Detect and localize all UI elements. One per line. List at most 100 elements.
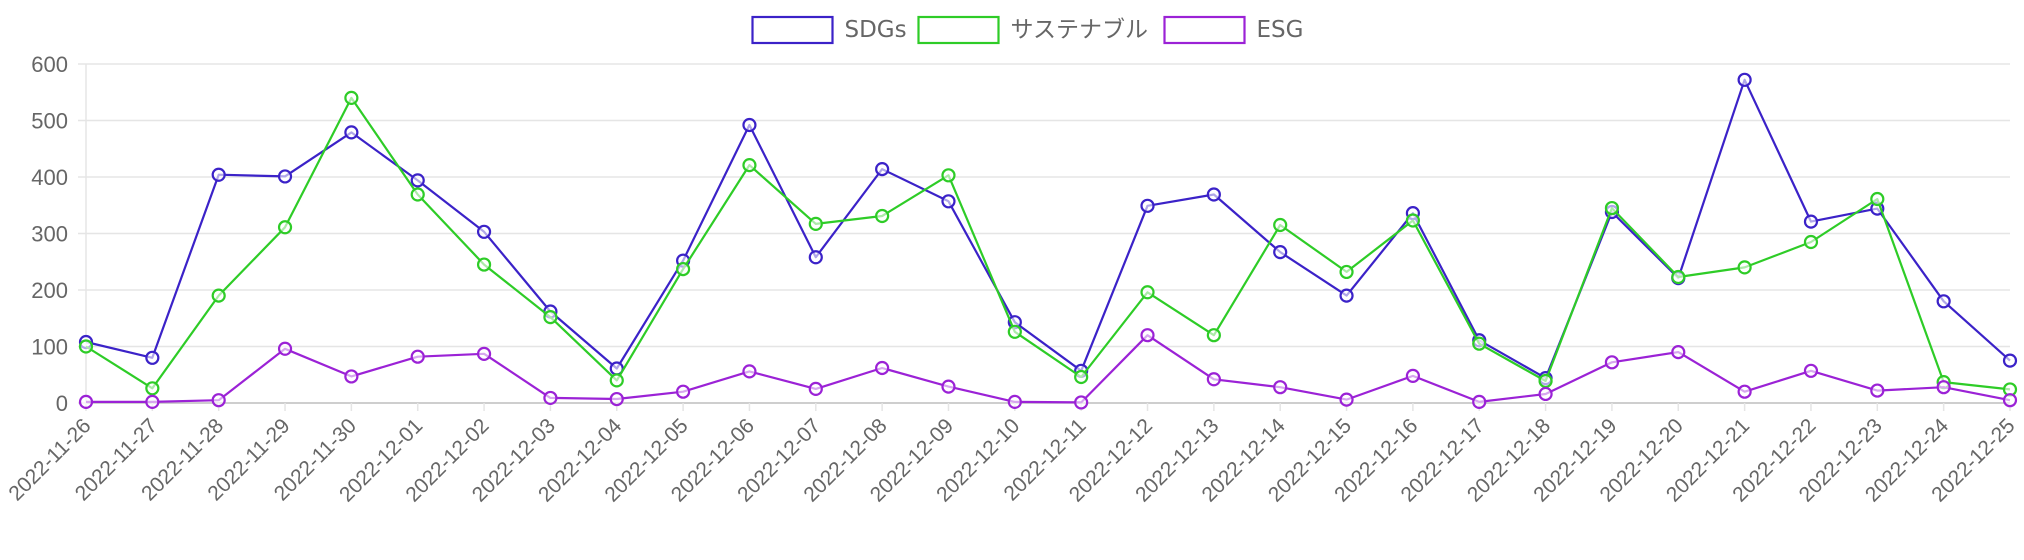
data-point[interactable] [1140,198,1155,213]
data-point[interactable] [1803,234,1819,250]
data-point[interactable] [78,394,94,409]
data-point[interactable] [1472,394,1487,409]
data-point[interactable] [1870,191,1885,207]
data-point[interactable] [1870,383,1885,398]
data-point[interactable] [410,173,425,188]
data-point[interactable] [211,167,226,182]
data-point[interactable] [1273,380,1288,395]
data-point[interactable] [1007,324,1022,339]
data-point[interactable] [1140,285,1155,300]
data-point[interactable] [676,384,691,399]
data-point[interactable] [1405,213,1420,228]
legend[interactable]: SDGs サステナブル ESG [751,15,1304,45]
data-point[interactable] [1206,372,1221,387]
data-point[interactable] [875,208,890,224]
data-point[interactable] [1206,328,1221,343]
data-point[interactable] [742,117,757,133]
data-point[interactable] [277,220,293,235]
data-point[interactable] [875,360,890,376]
legend-swatch [1163,15,1246,45]
data-point[interactable] [1538,386,1553,402]
data-point[interactable] [609,391,624,407]
data-point[interactable] [211,393,226,408]
legend-label: サステナブル [1011,17,1149,43]
data-point[interactable] [1339,288,1354,303]
data-point[interactable] [344,90,359,106]
data-point[interactable] [211,288,226,303]
legend-item[interactable]: SDGs [751,15,907,45]
data-point[interactable] [875,161,890,177]
data-point[interactable] [941,194,956,209]
data-point[interactable] [145,350,160,365]
grid [78,63,2011,411]
data-point[interactable] [1206,187,1221,202]
data-point[interactable] [344,369,359,384]
data-point[interactable] [1671,345,1686,360]
data-point[interactable] [808,250,823,265]
data-point[interactable] [2002,393,2018,408]
data-point[interactable] [1472,336,1487,351]
legend-label: ESG [1257,17,1304,43]
y-tick-label: 400 [31,165,68,190]
data-point[interactable] [1803,363,1819,378]
data-point[interactable] [1604,200,1620,216]
data-point[interactable] [1074,369,1089,385]
legend-label: SDGs [845,17,907,43]
series [78,72,2018,410]
data-point[interactable] [543,390,558,406]
data-point[interactable] [277,169,293,184]
data-point[interactable] [1339,264,1354,280]
data-point[interactable] [1405,368,1420,383]
data-point[interactable] [2002,353,2018,368]
series-group [78,90,2018,397]
data-point[interactable] [1273,217,1288,233]
data-point[interactable] [1339,392,1354,407]
data-point[interactable] [1936,380,1951,395]
data-point[interactable] [78,339,94,354]
legend-swatch [917,15,1000,45]
data-point[interactable] [1737,260,1752,275]
data-point[interactable] [1538,373,1553,389]
data-point[interactable] [1273,245,1288,260]
data-point[interactable] [344,125,359,140]
data-point[interactable] [145,381,160,396]
data-point[interactable] [476,224,492,239]
data-point[interactable] [1604,355,1620,370]
legend-swatch [751,15,834,45]
y-tick-label: 100 [31,335,68,360]
data-point[interactable] [410,349,425,364]
data-point[interactable] [1737,72,1752,87]
data-point[interactable] [742,158,757,173]
data-point[interactable] [808,381,823,396]
data-point[interactable] [1803,214,1819,229]
series-line [85,78,2011,380]
data-point[interactable] [941,168,956,183]
data-point[interactable] [277,341,293,356]
y-tick-label: 300 [31,222,68,247]
data-point[interactable] [1074,395,1089,410]
data-point[interactable] [1671,269,1686,285]
data-point[interactable] [476,346,492,361]
series-group [78,328,2018,410]
data-point[interactable] [676,261,691,277]
data-point[interactable] [941,379,956,394]
data-point[interactable] [1737,384,1752,399]
data-point[interactable] [742,364,757,379]
x-axis: 2022-11-262022-11-272022-11-282022-11-29… [4,414,2019,506]
data-point[interactable] [1140,328,1155,343]
data-point[interactable] [145,394,160,409]
y-tick-label: 600 [31,52,68,77]
y-tick-label: 200 [31,278,68,303]
data-point[interactable] [1936,294,1951,309]
legend-item[interactable]: サステナブル [917,15,1149,45]
data-point[interactable] [410,187,425,202]
y-axis: 0 100 200 300 400 500 600 [31,52,68,416]
data-point[interactable] [808,216,823,231]
data-point[interactable] [1007,394,1022,409]
data-point[interactable] [609,373,624,388]
data-point[interactable] [476,257,492,272]
legend-item[interactable]: ESG [1163,15,1304,45]
data-point[interactable] [543,310,558,325]
